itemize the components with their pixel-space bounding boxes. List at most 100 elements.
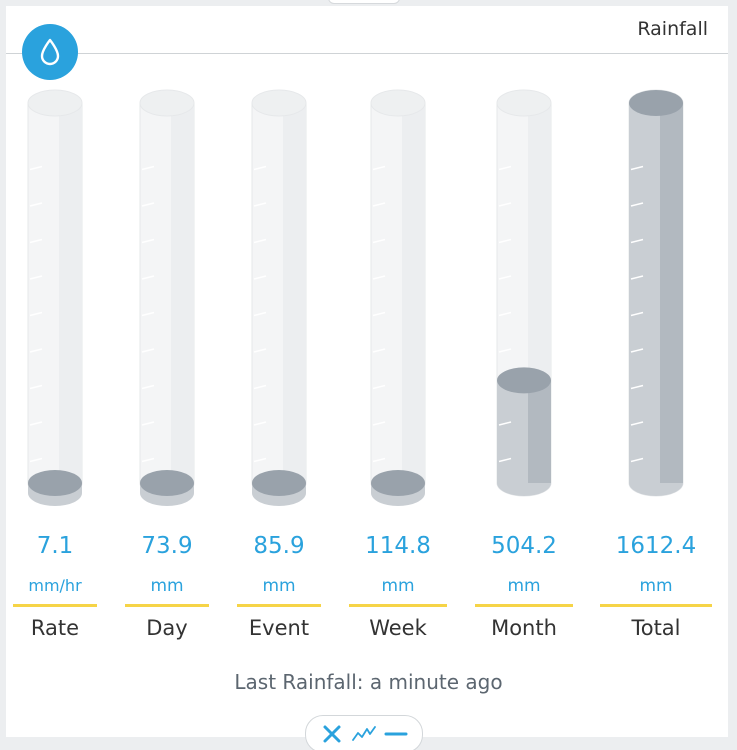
liquid-shade xyxy=(528,380,551,483)
chart-line-icon[interactable] xyxy=(351,721,377,747)
tube-tick xyxy=(498,311,512,317)
widget-title: Rainfall xyxy=(637,18,708,40)
gauge-value-month: 504.2 xyxy=(491,533,557,559)
gauge-tube-week xyxy=(370,89,426,506)
gauge-underline xyxy=(125,604,209,607)
tube-tick xyxy=(498,165,512,171)
gauge-tube-day xyxy=(139,89,195,506)
gauge-label-total: Total xyxy=(631,616,681,640)
gauge-value-day: 73.9 xyxy=(141,533,193,559)
tube-tick xyxy=(29,275,43,280)
liquid-tick xyxy=(630,165,644,171)
tube-tick xyxy=(253,238,267,244)
tube-tick xyxy=(29,457,43,463)
liquid-surface xyxy=(140,470,194,496)
liquid-surface xyxy=(252,470,306,496)
tube-rim xyxy=(27,89,83,117)
minimize-icon[interactable] xyxy=(383,721,409,747)
liquid-surface xyxy=(371,470,425,496)
tube-tick xyxy=(372,275,386,280)
liquid-tick xyxy=(630,457,644,463)
gauge-value-week: 114.8 xyxy=(365,533,431,559)
tube-tick xyxy=(253,348,267,353)
tube-tick xyxy=(141,202,155,207)
liquid-tick xyxy=(630,311,644,317)
gauge-underline xyxy=(349,604,447,607)
widget-header: Rainfall xyxy=(6,6,728,54)
gauge-tube-rate xyxy=(27,89,83,506)
close-icon[interactable] xyxy=(319,721,345,747)
tube-tick xyxy=(141,275,155,280)
liquid-tick xyxy=(630,238,644,244)
tube-tick xyxy=(498,275,512,280)
tube-shade xyxy=(283,103,306,483)
liquid-tick xyxy=(630,275,644,280)
gauge-label-rate: Rate xyxy=(30,616,80,640)
gauge-label-week: Week xyxy=(369,616,427,640)
gauge-underline xyxy=(475,604,573,607)
tube-tick xyxy=(372,421,386,426)
tube-rim xyxy=(139,89,195,117)
liquid-surface xyxy=(497,367,551,394)
gauge-underline xyxy=(237,604,321,607)
tube-tick xyxy=(253,275,267,280)
gauge-tube-event xyxy=(251,89,307,506)
tube-tick xyxy=(29,202,43,207)
tube-tick xyxy=(29,348,43,353)
liquid-tick xyxy=(498,421,512,426)
tube-tick xyxy=(372,348,386,353)
tube-tick xyxy=(29,421,43,426)
gauge-unit-week: mm xyxy=(381,576,415,596)
liquid-tick xyxy=(630,384,644,390)
tube-tick xyxy=(253,384,267,390)
tube-rim xyxy=(251,89,307,117)
gauge-value-event: 85.9 xyxy=(253,533,305,559)
tube-tick xyxy=(253,165,267,171)
tube-tick xyxy=(29,165,43,171)
tube-tick xyxy=(141,311,155,317)
tube-tick xyxy=(141,384,155,390)
tube-tick xyxy=(372,202,386,207)
gauge-tube-total xyxy=(628,89,684,497)
gauge-unit-event: mm xyxy=(262,576,296,596)
liquid-tick xyxy=(630,348,644,353)
tube-tick xyxy=(372,311,386,317)
gauge-label-day: Day xyxy=(146,616,188,640)
gauge-value-total: 1612.4 xyxy=(615,533,697,559)
last-rainfall-status: Last Rainfall: a minute ago xyxy=(234,670,503,694)
tube-rim xyxy=(370,89,426,117)
tube-shade xyxy=(171,103,194,483)
gauge-label-event: Event xyxy=(248,616,310,640)
tube-shade xyxy=(59,103,82,483)
tube-tick xyxy=(29,238,43,244)
liquid-tick xyxy=(498,457,512,463)
tube-rim xyxy=(496,89,552,117)
tube-tick xyxy=(141,238,155,244)
gauge-value-rate: 7.1 xyxy=(36,533,74,559)
gauge-unit-rate: mm/hr xyxy=(28,576,82,595)
gauge-underline xyxy=(600,604,712,607)
gauge-unit-month: mm xyxy=(507,576,541,596)
tube-tick xyxy=(372,165,386,171)
tube-tick xyxy=(498,348,512,353)
gauge-underline xyxy=(13,604,97,607)
gauge-unit-day: mm xyxy=(150,576,184,596)
liquid-surface xyxy=(28,470,82,496)
gauge-tube-month xyxy=(496,89,552,497)
tube-tick xyxy=(372,457,386,463)
tube-tick xyxy=(253,311,267,317)
tube-tick xyxy=(141,457,155,463)
tube-tick xyxy=(253,421,267,426)
liquid-tick xyxy=(630,421,644,426)
liquid-shade xyxy=(660,103,683,483)
tube-tick xyxy=(372,238,386,244)
liquid-surface xyxy=(629,90,683,116)
tube-tick xyxy=(29,311,43,317)
water-drop-icon xyxy=(22,24,78,80)
tube-tick xyxy=(372,384,386,390)
tube-tick xyxy=(141,165,155,171)
tube-tick xyxy=(29,384,43,390)
tube-tick xyxy=(498,238,512,244)
tube-shade xyxy=(402,103,425,483)
tube-tick xyxy=(141,348,155,353)
